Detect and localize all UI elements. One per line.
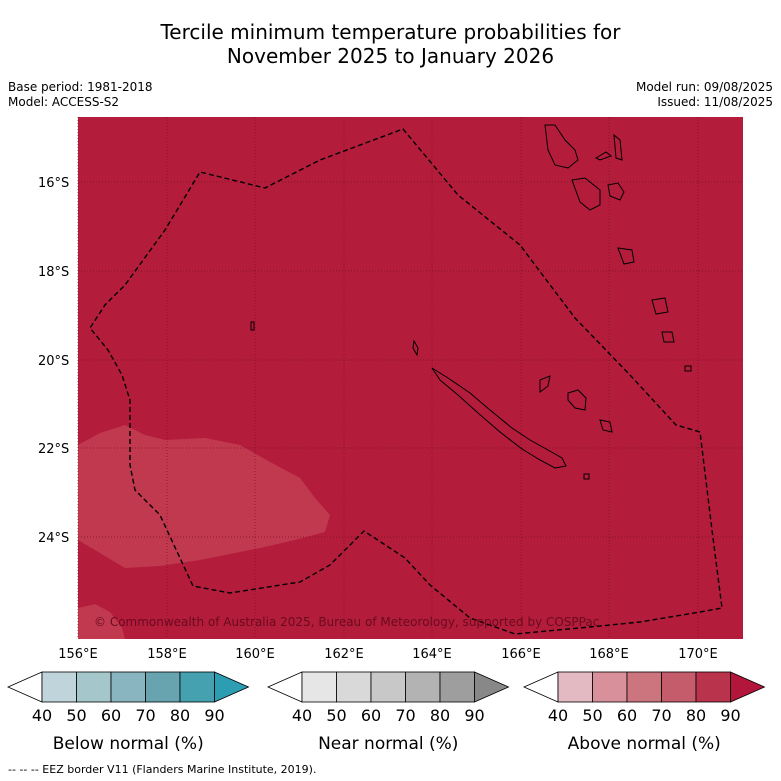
colorbar-max-arrow: [214, 671, 250, 703]
model-run: Model run: 09/08/2025: [635, 80, 773, 94]
colorbar-segment: [592, 671, 628, 703]
lon-label-162e: 162°E: [324, 647, 364, 662]
colorbar-tick-label: 50: [66, 706, 86, 725]
colorbar-tick-label: 60: [101, 706, 121, 725]
colorbar-1: 40 50 60 70 80 90 Near normal (%): [267, 671, 510, 754]
title-line-1: Tercile minimum temperature probabilitie…: [160, 20, 621, 44]
colorbar-tick-label: 50: [326, 706, 346, 725]
colorbar-max-arrow: [730, 671, 766, 703]
colorbar-segment: [110, 671, 146, 703]
colorbar-tick-label: 90: [720, 706, 740, 725]
lon-label-156e: 156°E: [58, 647, 98, 662]
issued-date: Issued: 11/08/2025: [657, 95, 773, 109]
colorbar-tick-label: 90: [204, 706, 224, 725]
colorbar-tick-label: 40: [292, 706, 312, 725]
colorbar-segment: [695, 671, 731, 703]
colorbar-tick-label: 80: [430, 706, 450, 725]
vanuatu-aneityum: [684, 365, 692, 372]
vanuatu-efate: [617, 247, 635, 265]
loyalty-islands-2: [567, 389, 587, 411]
colorbar-segment: [557, 671, 593, 703]
colorbar-tick-label: 70: [395, 706, 415, 725]
colorbar-tick-label: 60: [361, 706, 381, 725]
base-period: Base period: 1981-2018: [8, 80, 153, 94]
vanuatu-tanna: [661, 331, 675, 343]
loyalty-islands-3: [599, 419, 613, 433]
colorbar-tick-label: 60: [617, 706, 637, 725]
colorbar-tick-label: 70: [651, 706, 671, 725]
meta-left: Base period: 1981-2018 Model: ACCESS-S2: [8, 80, 153, 110]
probability-patch: [78, 425, 330, 568]
vanuatu-pentecost: [607, 182, 625, 201]
lat-label-22s: 22°S: [38, 442, 69, 457]
colorbar-segment: [76, 671, 112, 703]
copyright-text: © Commonwealth of Australia 2025, Bureau…: [94, 615, 599, 629]
vanuatu-erromango: [651, 297, 669, 315]
lat-label-18s: 18°S: [38, 265, 69, 280]
lon-label-170e: 170°E: [678, 647, 718, 662]
lat-label-24s: 24°S: [38, 531, 69, 546]
model-name: Model: ACCESS-S2: [8, 95, 120, 109]
lon-label-160e: 160°E: [235, 647, 275, 662]
lon-label-168e: 168°E: [589, 647, 629, 662]
new-caledonia: [431, 367, 567, 469]
meta-right: Model run: 09/08/2025 Issued: 11/08/2025: [636, 80, 773, 110]
chesterfield-islet: [250, 321, 255, 331]
vanuatu-ambae: [594, 151, 613, 161]
map-title: Tercile minimum temperature probabilitie…: [0, 20, 781, 68]
colorbar-min-arrow: [523, 671, 559, 703]
loyalty-islands-1: [539, 375, 551, 393]
colorbar-segment: [336, 671, 372, 703]
eez-legend-footer: -- -- -- EEZ border V11 (Flanders Marine…: [8, 763, 317, 776]
island-belep: [412, 339, 419, 357]
colorbar-tick-label: 40: [32, 706, 52, 725]
colorbar-min-arrow: [267, 671, 303, 703]
colorbar-tick-label: 80: [170, 706, 190, 725]
colorbar-tick-label: 80: [686, 706, 706, 725]
eez-border: [89, 128, 723, 635]
colorbar-tick-label: 70: [135, 706, 155, 725]
vanuatu-malekula: [571, 177, 601, 211]
colorbar-tick-label: 50: [582, 706, 602, 725]
colorbar-min-arrow: [7, 671, 43, 703]
lat-label-20s: 20°S: [38, 354, 69, 369]
colorbar-tick-label: 90: [464, 706, 484, 725]
colorbar-segment: [41, 671, 77, 703]
lon-label-166e: 166°E: [501, 647, 541, 662]
lat-label-16s: 16°S: [38, 176, 69, 191]
title-line-2: November 2025 to January 2026: [226, 44, 555, 68]
gridlines: [77, 117, 743, 639]
colorbar-segment: [301, 671, 337, 703]
colorbar-label: Below normal (%): [53, 734, 204, 754]
colorbar-tick-label: 40: [548, 706, 568, 725]
vanuatu-maewo: [613, 133, 623, 161]
colorbar-segment: [405, 671, 441, 703]
colorbar-segment: [179, 671, 215, 703]
lon-label-158e: 158°E: [147, 647, 187, 662]
isle-of-pines: [583, 473, 590, 480]
colorbar-max-arrow: [474, 671, 510, 703]
colorbar-segment: [439, 671, 475, 703]
colorbar-segment: [661, 671, 697, 703]
probability-patch-small: [78, 604, 125, 639]
colorbar-label: Near normal (%): [318, 734, 458, 754]
colorbar-segment: [626, 671, 662, 703]
colorbar-segment: [145, 671, 181, 703]
colorbar-label: Above normal (%): [568, 734, 721, 754]
colorbar-segment: [370, 671, 406, 703]
vanuatu-espiritu-santo: [544, 124, 579, 169]
colorbar-2: 40 50 60 70 80 90 Above normal (%): [523, 671, 766, 754]
lon-label-164e: 164°E: [412, 647, 452, 662]
